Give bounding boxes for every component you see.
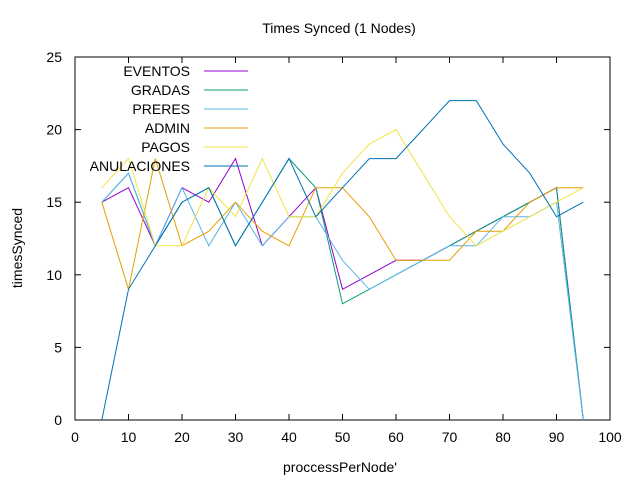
x-tick-label: 80: [495, 429, 511, 445]
y-tick-label: 0: [54, 412, 62, 428]
y-tick-label: 5: [54, 339, 62, 355]
legend-label-anulaciones: ANULACIONES: [90, 158, 190, 174]
x-tick-label: 20: [174, 429, 190, 445]
series-line-preres: [101, 172, 584, 421]
y-tick-label: 10: [46, 267, 62, 283]
series-line-pagos: [101, 128, 584, 247]
x-tick-label: 0: [71, 429, 79, 445]
legend-label-eventos: EVENTOS: [123, 63, 190, 79]
x-tick-label: 40: [281, 429, 297, 445]
series-line-admin: [101, 158, 584, 290]
x-tick-label: 70: [442, 429, 458, 445]
series-line-anulaciones: [101, 100, 584, 421]
y-tick-label: 25: [46, 49, 62, 65]
legend-label-admin: ADMIN: [145, 120, 190, 136]
x-tick-label: 10: [121, 429, 137, 445]
legend: EVENTOS GRADAS PRERES ADMIN PAGOS ANULACIONES: [90, 63, 248, 174]
x-axis-label: proccessPerNode': [283, 459, 397, 475]
chart-title: Times Synced (1 Nodes): [262, 20, 416, 36]
axes: 0 10 20 30 40 50 60 70 80 90 100 0 5 10 15 20 25: [46, 49, 621, 445]
x-tick-label: 90: [549, 429, 565, 445]
legend-label-pagos: PAGOS: [141, 139, 190, 155]
series-layer: [101, 100, 584, 421]
x-tick-label: 60: [388, 429, 404, 445]
y-tick-label: 20: [46, 122, 62, 138]
x-tick-label: 50: [335, 429, 351, 445]
legend-label-preres: PRERES: [132, 101, 190, 117]
series-line-eventos: [101, 157, 584, 421]
x-tick-label: 100: [598, 429, 622, 445]
legend-label-gradas: GRADAS: [131, 82, 190, 98]
x-tick-label: 30: [228, 429, 244, 445]
y-axis-label: timesSynced: [9, 208, 25, 288]
y-tick-label: 15: [46, 194, 62, 210]
